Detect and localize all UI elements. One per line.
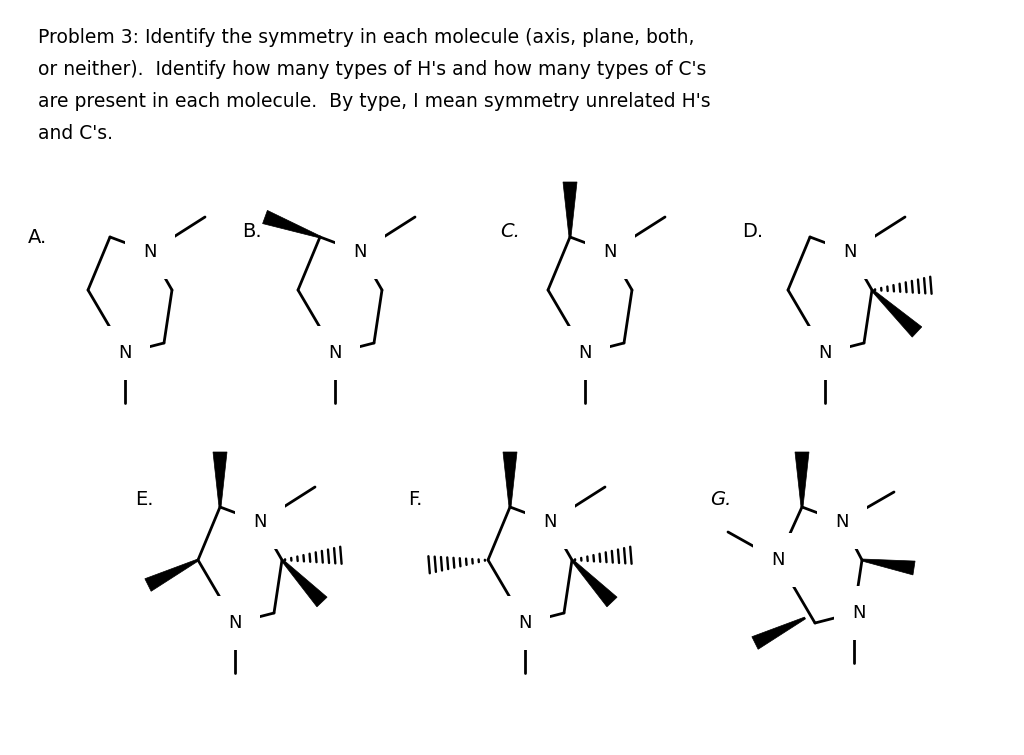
Text: N: N (603, 243, 616, 261)
Text: N: N (852, 604, 865, 622)
Text: N: N (353, 243, 367, 261)
Text: N: N (518, 614, 531, 632)
Polygon shape (795, 452, 809, 507)
Text: N: N (118, 344, 132, 362)
Text: are present in each molecule.  By type, I mean symmetry unrelated H's: are present in each molecule. By type, I… (38, 92, 711, 111)
Polygon shape (871, 289, 922, 337)
Text: F.: F. (408, 490, 422, 509)
Polygon shape (282, 559, 327, 607)
Text: G.: G. (710, 490, 731, 509)
Text: and C's.: and C's. (38, 124, 113, 143)
Text: N: N (228, 614, 242, 632)
Text: D.: D. (742, 222, 763, 241)
Polygon shape (503, 452, 517, 507)
Text: Problem 3: Identify the symmetry in each molecule (axis, plane, both,: Problem 3: Identify the symmetry in each… (38, 28, 694, 47)
Text: N: N (771, 551, 784, 569)
Text: N: N (843, 243, 857, 261)
Text: N: N (818, 344, 831, 362)
Text: N: N (544, 513, 557, 531)
Text: N: N (253, 513, 266, 531)
Polygon shape (213, 452, 227, 507)
Polygon shape (144, 559, 199, 591)
Text: N: N (579, 344, 592, 362)
Polygon shape (262, 211, 321, 238)
Text: A.: A. (28, 228, 47, 247)
Polygon shape (571, 559, 617, 607)
Text: E.: E. (135, 490, 154, 509)
Text: N: N (329, 344, 342, 362)
Text: N: N (143, 243, 157, 261)
Text: N: N (836, 513, 849, 531)
Text: B.: B. (242, 222, 261, 241)
Text: or neither).  Identify how many types of H's and how many types of C's: or neither). Identify how many types of … (38, 60, 707, 79)
Text: C.: C. (500, 222, 520, 241)
Polygon shape (862, 559, 915, 575)
Polygon shape (563, 182, 577, 237)
Polygon shape (752, 617, 806, 649)
